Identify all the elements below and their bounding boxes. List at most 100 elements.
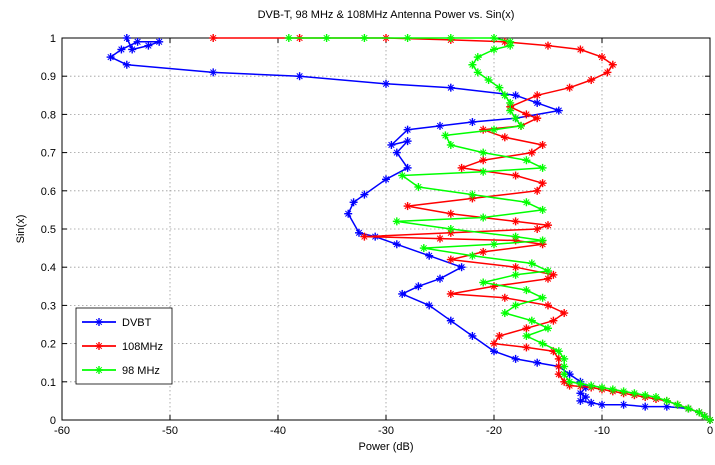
data-point-98-mhz (468, 251, 477, 260)
y-tick-label: 0.6 (41, 186, 56, 198)
y-tick-label: 0.5 (41, 224, 56, 236)
data-point-108mhz (527, 148, 536, 157)
data-point-dvbt (511, 91, 520, 100)
axis-ticks: -60 -50 -40 -30 -20 -10 0 0 0.1 0.2 0.3 0.4 0.5 0.6 0.… (41, 33, 713, 437)
data-point-108mhz (522, 324, 531, 333)
data-point-98-mhz (560, 354, 569, 363)
data-point-98-mhz (360, 34, 369, 42)
data-point-98-mhz (630, 389, 639, 398)
data-point-108mhz (511, 263, 520, 272)
data-point-dvbt (533, 98, 542, 107)
data-point-98-mhz (608, 385, 617, 394)
y-tick-label: 0 (50, 415, 56, 427)
data-point-dvbt (403, 125, 412, 134)
data-point-108mhz (522, 343, 531, 352)
data-point-dvbt (641, 402, 650, 411)
data-point-98-mhz (500, 91, 509, 100)
x-axis-title: Power (dB) (358, 441, 413, 453)
y-tick-label: 0.3 (41, 300, 56, 312)
legend-label: 98 MHz (122, 365, 160, 377)
data-point-108mhz (533, 91, 542, 100)
data-point-98-mhz (641, 391, 650, 400)
data-point-dvbt (349, 198, 358, 207)
data-point-98-mhz (284, 34, 293, 42)
data-point-98-mhz (522, 198, 531, 207)
data-point-dvbt (133, 37, 142, 46)
y-tick-label: 0.9 (41, 71, 56, 83)
data-point-98-mhz (511, 232, 520, 241)
data-point-98-mhz (403, 34, 412, 42)
data-point-108mhz (533, 114, 542, 123)
data-point-108mhz (511, 171, 520, 180)
data-point-98-mhz (527, 316, 536, 325)
y-tick-label: 1 (50, 33, 56, 45)
y-tick-label: 0.4 (41, 262, 56, 274)
data-point-108mhz (533, 186, 542, 195)
data-point-98-mhz (522, 156, 531, 165)
data-point-108mhz (490, 339, 498, 348)
legend-marker (95, 318, 103, 326)
data-point-98-mhz (490, 240, 498, 249)
data-point-dvbt (155, 37, 164, 46)
data-point-108mhz (544, 221, 552, 230)
data-point-98-mhz (538, 293, 547, 302)
data-point-108mhz (479, 156, 488, 165)
data-point-98-mhz (495, 83, 504, 92)
data-point-98-mhz (560, 362, 569, 371)
data-point-108mhz (538, 140, 547, 149)
series-layer (106, 34, 714, 424)
data-point-108mhz (446, 209, 455, 218)
data-point-98-mhz (673, 400, 682, 409)
x-tick-label: -40 (270, 425, 286, 437)
data-point-108mhz (446, 289, 455, 298)
data-point-98-mhz (598, 383, 606, 392)
data-point-98-mhz (490, 45, 498, 54)
data-point-98-mhz (479, 213, 488, 222)
y-tick-label: 0.7 (41, 148, 56, 160)
data-point-98-mhz (322, 34, 331, 42)
data-point-98-mhz (446, 140, 455, 149)
data-point-108mhz (549, 270, 558, 279)
data-point-108mhz (544, 301, 552, 310)
data-point-98-mhz (544, 324, 552, 333)
data-point-98-mhz (517, 121, 525, 130)
data-point-98-mhz (511, 270, 520, 279)
data-point-98-mhz (484, 76, 493, 85)
series-line-98-mhz (288, 37, 711, 421)
data-point-98-mhz (419, 244, 428, 253)
data-point-108mhz (457, 163, 466, 172)
legend: DVBT 108MHz 98 MHz (75, 307, 173, 385)
x-tick-label: -10 (594, 425, 610, 437)
data-point-108mhz (209, 34, 218, 42)
data-point-98-mhz (587, 381, 596, 390)
data-point-dvbt (533, 358, 542, 367)
data-point-dvbt (446, 83, 455, 92)
data-point-dvbt (598, 400, 606, 409)
data-point-108mhz (403, 202, 412, 211)
data-point-dvbt (382, 175, 390, 184)
data-point-98-mhz (479, 148, 488, 157)
data-point-98-mhz (544, 267, 552, 276)
data-point-dvbt (554, 106, 563, 115)
data-point-108mhz (479, 125, 488, 134)
data-point-98-mhz (538, 163, 547, 172)
data-point-108mhz (436, 234, 444, 243)
data-point-98-mhz (392, 217, 401, 226)
data-point-108mhz (538, 179, 547, 188)
data-point-108mhz (500, 293, 509, 302)
data-point-98-mhz (527, 259, 536, 268)
data-point-108mhz (608, 60, 617, 69)
legend-item-dvbt: DVBT (82, 317, 152, 329)
data-point-108mhz (446, 255, 455, 264)
x-tick-label: -20 (486, 425, 502, 437)
data-point-108mhz (603, 68, 612, 77)
data-point-dvbt (436, 274, 444, 283)
data-point-dvbt (122, 60, 131, 69)
data-point-98-mhz (473, 68, 482, 77)
legend-marker (95, 366, 103, 374)
data-point-108mhz (587, 76, 596, 85)
data-point-98-mhz (441, 131, 450, 140)
data-point-98-mhz (511, 114, 520, 123)
data-point-98-mhz (506, 37, 515, 46)
